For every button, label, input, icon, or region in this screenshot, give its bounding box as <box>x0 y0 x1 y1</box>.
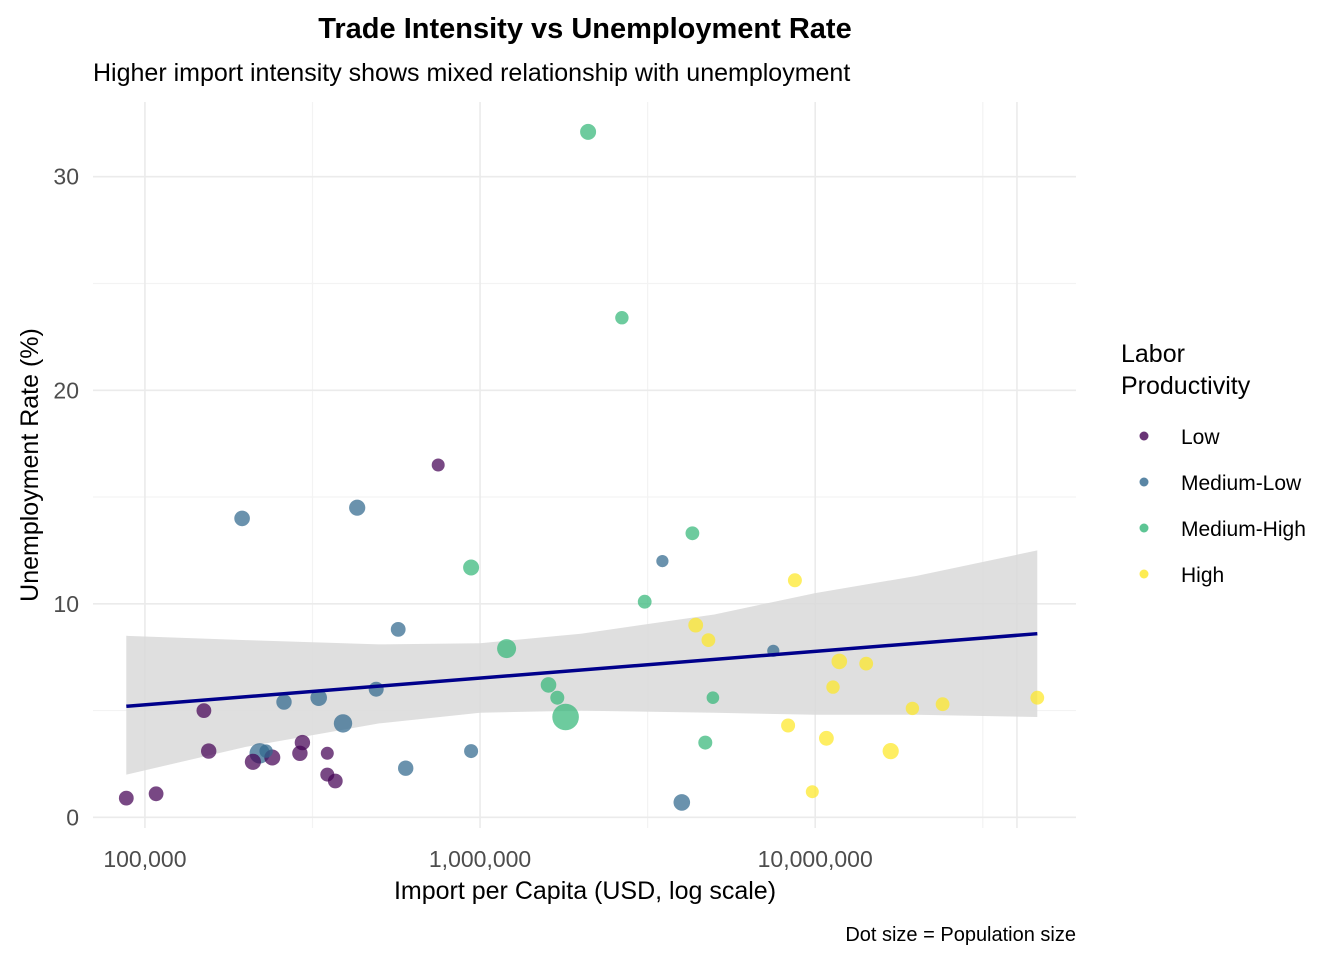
data-point-high <box>781 718 796 733</box>
x-tick-label: 1,000,000 <box>429 846 531 872</box>
legend-label: High <box>1181 564 1224 587</box>
legend-key-low <box>1139 431 1149 441</box>
legend-key-high <box>1139 569 1149 579</box>
legend-label: Low <box>1181 426 1220 449</box>
chart-subtitle: Higher import intensity shows mixed rela… <box>93 59 850 87</box>
data-point-medium-low <box>673 794 691 811</box>
legend-entries: Low Medium-Low Medium-High High <box>1139 426 1306 587</box>
data-point-medium-high <box>497 639 517 659</box>
y-tick-label: 10 <box>53 591 79 617</box>
legend-title-line-1: Labor <box>1121 340 1185 368</box>
data-point-high <box>688 617 704 633</box>
legend-key-medium-high <box>1139 523 1149 533</box>
x-axis-ticks: 100,000 1,000,000 10,000,000 <box>103 846 872 872</box>
data-point-medium-high <box>615 311 629 325</box>
data-point-medium-low <box>390 622 406 637</box>
y-tick-label: 20 <box>53 377 79 403</box>
data-points <box>118 123 1045 811</box>
legend: Labor Productivity Low Medium-Low Medium-H… <box>1121 340 1306 587</box>
data-point-medium-low <box>333 714 353 733</box>
data-point-high <box>935 697 950 712</box>
x-tick-label: 10,000,000 <box>758 846 873 872</box>
x-tick-label: 100,000 <box>103 846 186 872</box>
data-point-medium-low <box>259 744 273 758</box>
data-point-low <box>118 790 134 806</box>
data-point-medium-high <box>685 526 700 541</box>
data-point-high <box>831 653 848 670</box>
data-point-medium-high <box>706 691 720 704</box>
data-point-low <box>201 743 217 759</box>
data-point-low <box>431 458 445 472</box>
data-point-medium-high <box>550 690 565 705</box>
y-axis-title: Unemployment Rate (%) <box>16 328 44 602</box>
data-point-high <box>805 785 819 799</box>
legend-label: Medium-Low <box>1181 472 1302 495</box>
y-tick-label: 0 <box>66 804 79 830</box>
data-point-high <box>882 743 899 760</box>
data-point-high <box>701 633 716 647</box>
data-point-medium-high <box>463 559 480 576</box>
data-point-medium-low <box>349 499 366 516</box>
data-point-high <box>787 573 802 588</box>
data-point-medium-high <box>637 594 652 609</box>
data-point-medium-low <box>464 744 479 759</box>
chart-title: Trade Intensity vs Unemployment Rate <box>318 13 851 45</box>
data-point-medium-low <box>276 694 292 710</box>
y-axis-ticks: 0 10 20 30 <box>53 164 79 831</box>
legend-key-medium-low <box>1139 477 1149 487</box>
data-point-high <box>1030 690 1045 705</box>
data-point-medium-high <box>580 123 597 140</box>
plot-panel <box>93 102 1076 828</box>
data-point-medium-low <box>656 555 669 568</box>
data-point-medium-low <box>398 760 414 776</box>
legend-label: Medium-High <box>1181 518 1306 541</box>
legend-title-line-2: Productivity <box>1121 372 1251 400</box>
data-point-high <box>819 730 834 746</box>
chart-caption: Dot size = Population size <box>845 924 1076 946</box>
data-point-low <box>320 767 335 782</box>
trend-line <box>126 631 1038 709</box>
data-point-high <box>905 701 920 716</box>
y-tick-label: 30 <box>53 164 79 190</box>
data-point-medium-high <box>552 703 579 731</box>
x-axis-title: Import per Capita (USD, log scale) <box>394 877 776 905</box>
data-point-low <box>148 786 164 802</box>
data-point-medium-high <box>698 735 713 750</box>
data-point-low <box>196 703 212 718</box>
data-point-medium-low <box>368 681 384 697</box>
data-point-medium-high <box>540 677 557 693</box>
data-point-high <box>859 656 874 671</box>
data-point-medium-low <box>310 689 328 706</box>
data-point-low <box>320 746 334 760</box>
data-point-low <box>244 753 261 770</box>
data-point-medium-low <box>234 510 250 527</box>
data-point-high <box>826 680 840 694</box>
data-point-low <box>294 734 311 751</box>
confidence-band <box>126 550 1038 775</box>
